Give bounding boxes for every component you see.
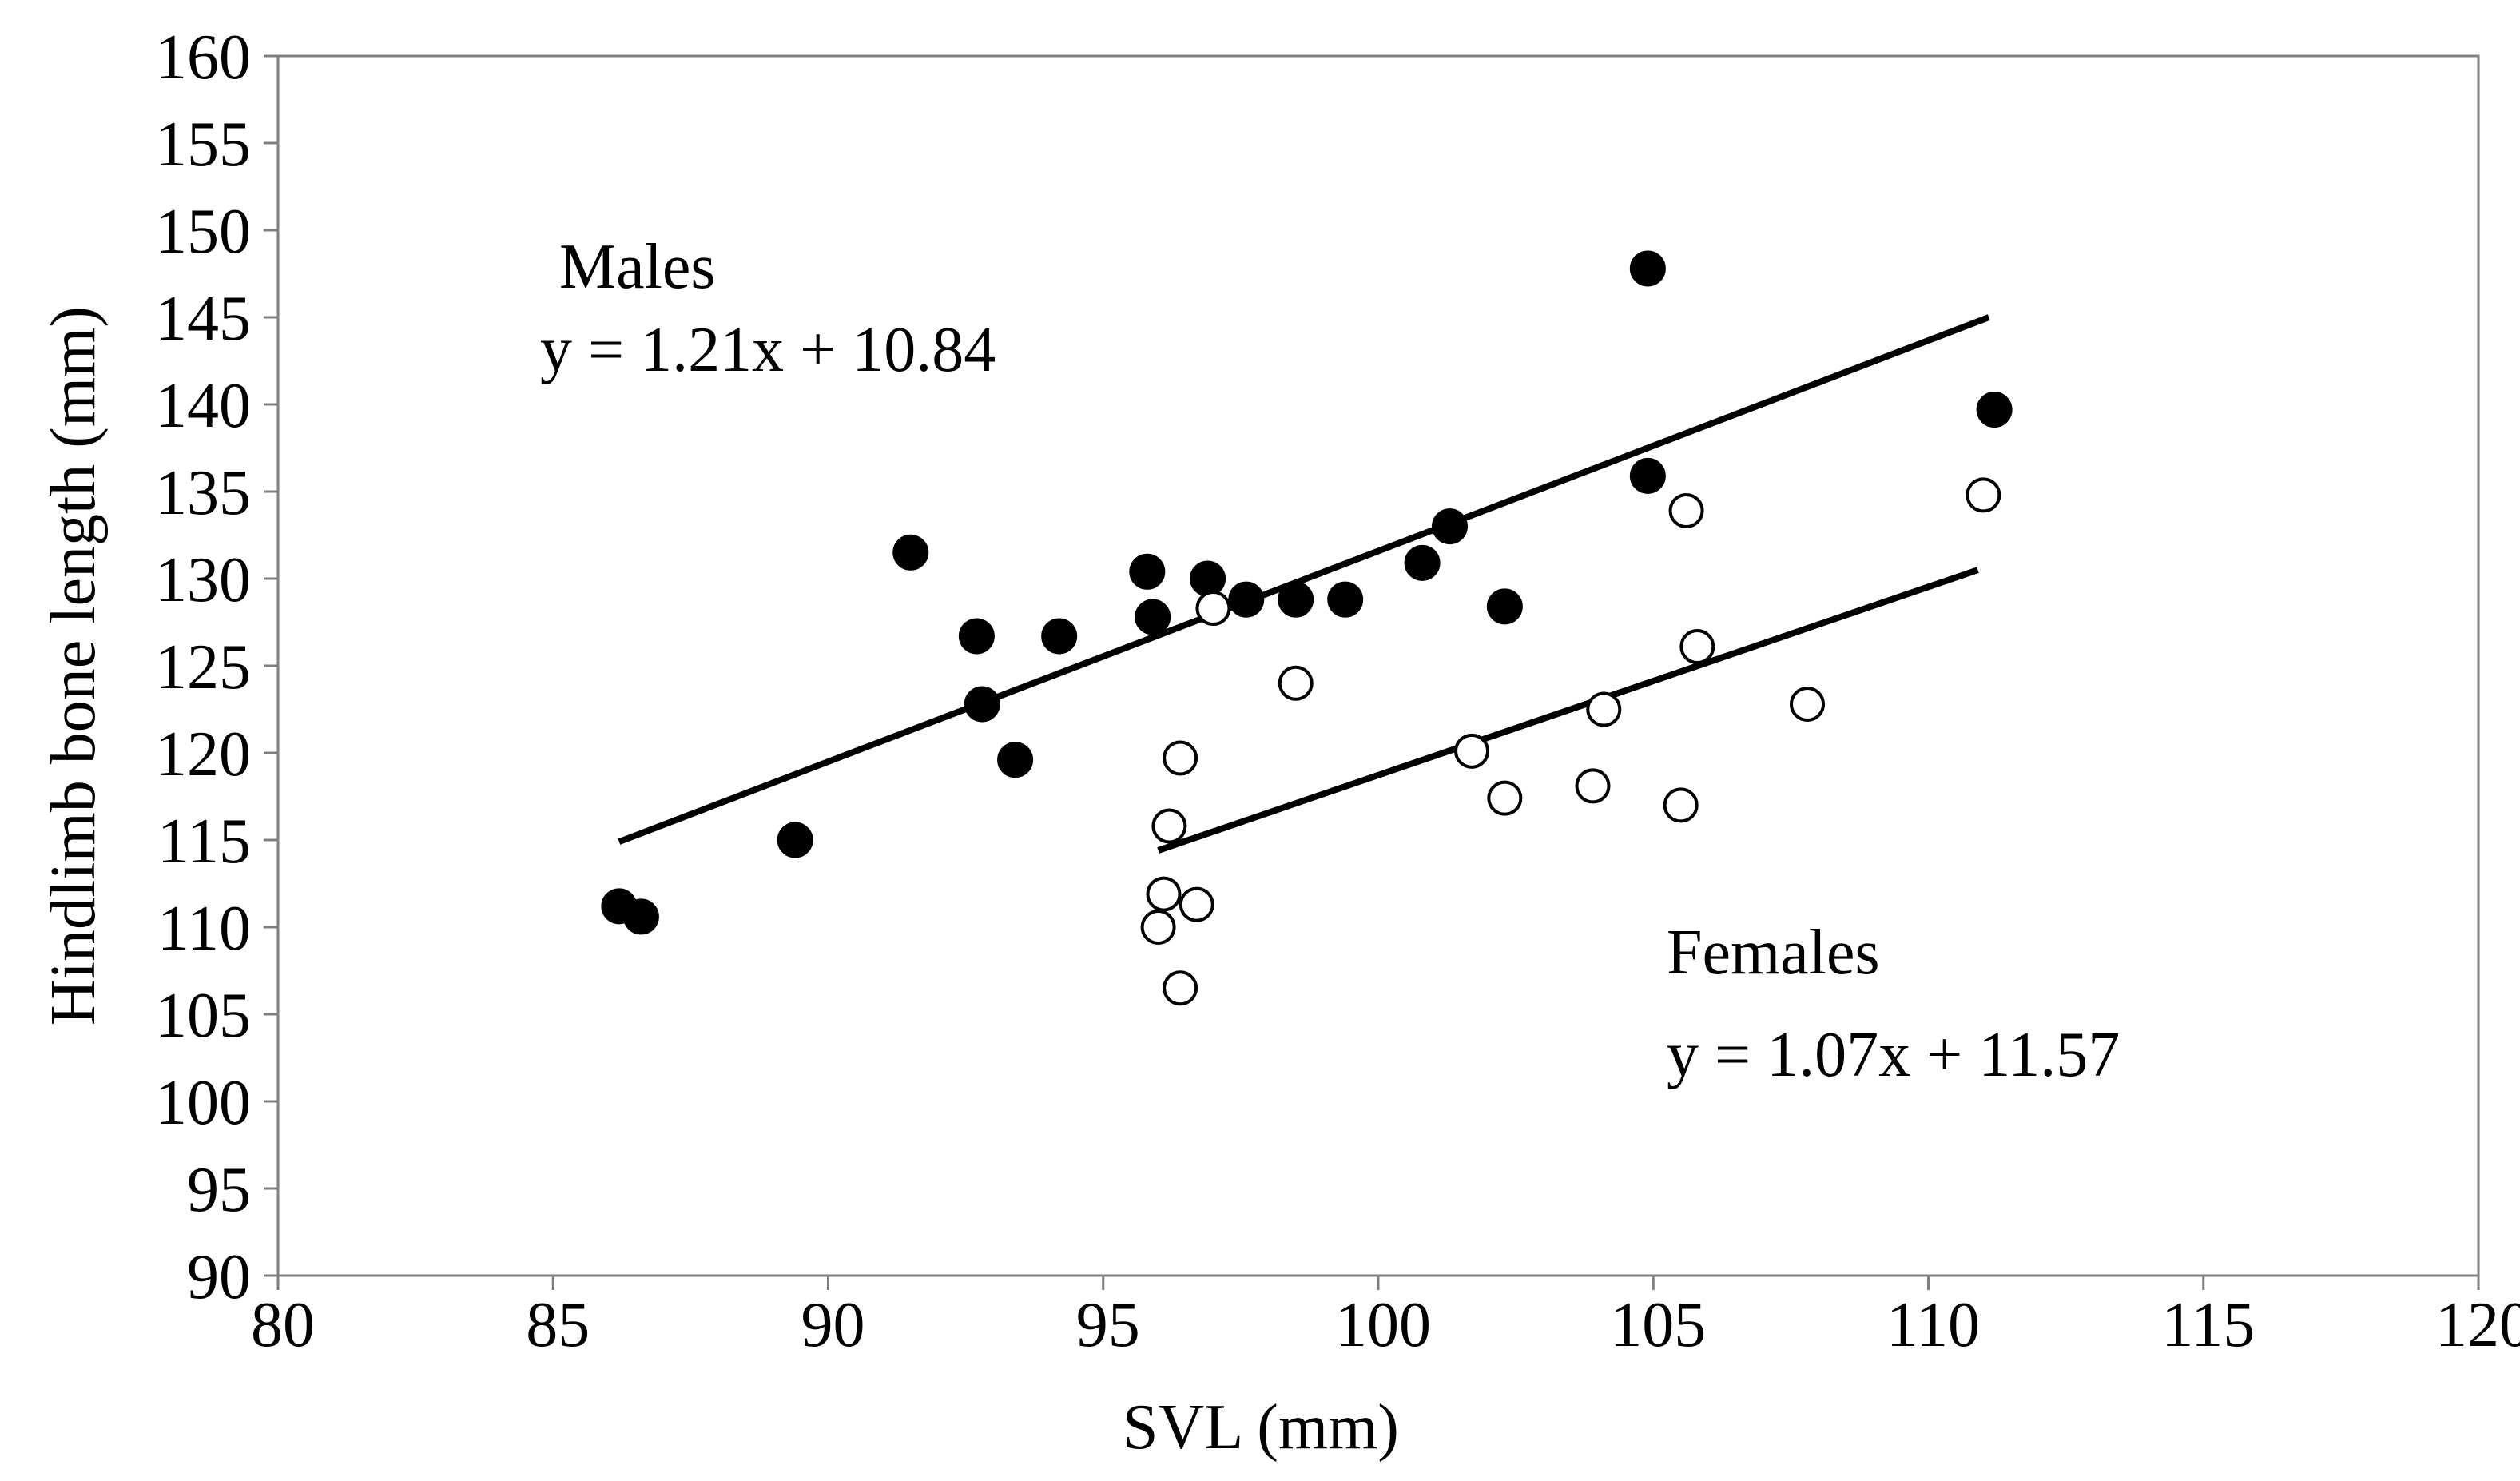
y-tick-label: 110 [157, 894, 251, 964]
y-axis-ticks: 90 95 100 105 110 115 120 125 130 135 140 145 150 155… [155, 22, 278, 1312]
females-data-point [1195, 591, 1231, 627]
males-data-point [964, 686, 1000, 723]
y-tick-label: 130 [155, 545, 251, 615]
females-data-point [1140, 910, 1176, 945]
x-tick-label: 110 [1886, 1290, 1980, 1360]
males-data-point [1041, 618, 1078, 655]
y-tick-label: 135 [155, 458, 251, 528]
y-tick-label: 160 [155, 22, 251, 93]
males-data-point [1135, 599, 1171, 635]
y-tick-label: 90 [187, 1242, 251, 1312]
females-data-point [1487, 780, 1523, 816]
x-tick-label: 115 [2161, 1290, 2255, 1360]
y-tick-label: 140 [155, 371, 251, 441]
males-data-point [1629, 250, 1666, 287]
x-axis-ticks: 80 85 90 95 100 105 110 115 120 [251, 1276, 2520, 1360]
females-label: Females [1667, 918, 1880, 988]
y-tick-label: 100 [155, 1068, 251, 1138]
females-data-point [1575, 768, 1611, 804]
females-data-point [1163, 970, 1198, 1006]
males-regression-line [618, 314, 1990, 845]
females-data-point [1151, 808, 1187, 844]
females-data-point [1163, 740, 1198, 776]
males-label: Males [559, 232, 716, 302]
females-data-point [1586, 691, 1622, 727]
females-data-point [1454, 733, 1490, 769]
y-tick-label: 150 [155, 197, 251, 267]
females-data-point [1278, 665, 1314, 701]
females-data-point [1668, 492, 1704, 528]
y-tick-label: 145 [155, 284, 251, 354]
data-points [601, 250, 2013, 1006]
males-data-point [1129, 553, 1166, 590]
females-data-point [1966, 477, 2001, 513]
x-axis-title: SVL (mm) [1123, 1392, 1399, 1463]
y-tick-label: 115 [157, 806, 251, 877]
males-data-point [1486, 588, 1523, 625]
females-data-point [1679, 629, 1715, 665]
y-tick-label: 95 [187, 1155, 251, 1225]
males-equation: y = 1.21x + 10.84 [540, 315, 996, 385]
females-data-point [1790, 686, 1826, 722]
females-regression-line [1157, 567, 1979, 854]
males-data-point [1327, 581, 1364, 618]
y-tick-label: 120 [155, 719, 251, 790]
x-tick-label: 80 [251, 1290, 315, 1360]
y-tick-label: 155 [155, 109, 251, 180]
y-tick-label: 105 [155, 981, 251, 1051]
males-data-point [1404, 544, 1441, 581]
x-tick-label: 105 [1610, 1290, 1706, 1360]
y-axis-title: Hindlimb bone length (mm) [38, 306, 109, 1025]
x-tick-label: 85 [526, 1290, 590, 1360]
males-data-point [1278, 581, 1314, 618]
males-data-point [622, 898, 659, 935]
x-tick-label: 100 [1335, 1290, 1431, 1360]
x-tick-label: 120 [2435, 1290, 2520, 1360]
x-tick-label: 95 [1076, 1290, 1140, 1360]
y-tick-label: 125 [155, 632, 251, 703]
males-data-point [1190, 560, 1226, 597]
females-data-point [1179, 886, 1214, 922]
males-data-point [1629, 457, 1666, 494]
x-tick-label: 90 [801, 1290, 865, 1360]
males-data-point [1228, 581, 1265, 618]
females-equation: y = 1.07x + 11.57 [1667, 1020, 2120, 1090]
regression-lines [618, 314, 1990, 854]
males-data-point [997, 742, 1034, 778]
females-data-point [1663, 787, 1699, 823]
males-data-point [892, 534, 929, 571]
males-data-point [777, 822, 813, 858]
females-data-point [1146, 876, 1182, 912]
males-data-point [958, 618, 995, 655]
males-data-point [1976, 392, 2013, 428]
males-data-point [1432, 508, 1469, 545]
